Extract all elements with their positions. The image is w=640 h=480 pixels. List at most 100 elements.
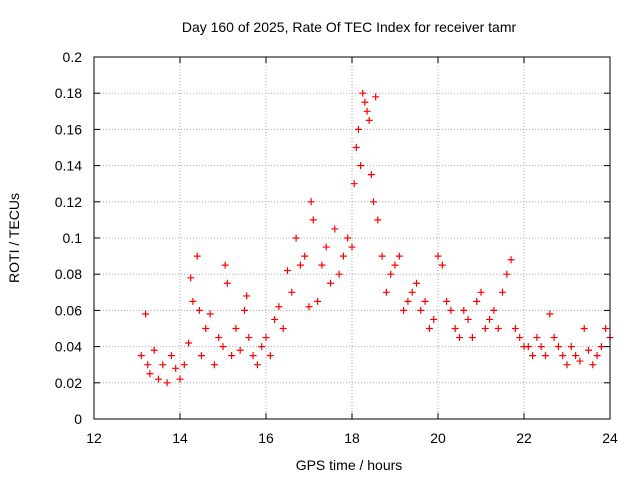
- data-point: [301, 252, 309, 260]
- y-tick-label: 0.2: [63, 49, 83, 65]
- x-tick-label: 12: [86, 430, 102, 446]
- data-point: [494, 325, 502, 332]
- data-point: [597, 343, 605, 351]
- data-points: [137, 89, 614, 387]
- y-tick-label: 0.14: [55, 158, 82, 174]
- data-point: [249, 352, 257, 360]
- data-point: [585, 346, 592, 354]
- y-tick-label: 0.1: [63, 230, 83, 246]
- data-point: [511, 325, 519, 332]
- y-tick-label: 0.16: [55, 121, 82, 137]
- data-point: [378, 252, 386, 260]
- x-tick-label: 16: [258, 430, 274, 446]
- data-point: [215, 334, 223, 342]
- data-point: [572, 352, 580, 360]
- data-point: [266, 352, 274, 360]
- data-point: [460, 306, 468, 314]
- data-point: [593, 352, 601, 360]
- data-point: [365, 116, 373, 124]
- data-point: [367, 171, 375, 179]
- data-point: [309, 216, 317, 224]
- data-point: [481, 325, 489, 332]
- x-tick-label: 18: [344, 430, 360, 446]
- data-point: [198, 352, 205, 360]
- data-point: [357, 162, 365, 170]
- data-point: [142, 310, 150, 318]
- data-point: [327, 279, 334, 287]
- data-point: [180, 361, 188, 369]
- data-point: [456, 334, 463, 342]
- data-point: [275, 303, 283, 311]
- data-point: [210, 361, 218, 369]
- data-point: [232, 325, 240, 332]
- data-point: [202, 325, 210, 332]
- data-point: [473, 297, 481, 305]
- y-tick-label: 0.18: [55, 85, 82, 101]
- y-axis-label: ROTI / TECUs: [6, 193, 22, 283]
- data-point: [546, 310, 554, 318]
- y-tick-label: 0.06: [55, 302, 82, 318]
- data-point: [223, 279, 231, 287]
- data-point: [477, 288, 485, 296]
- data-point: [163, 379, 171, 387]
- data-point: [335, 270, 343, 278]
- chart-title: Day 160 of 2025, Rate Of TEC Index for r…: [182, 19, 517, 35]
- data-point: [352, 144, 360, 151]
- data-point: [434, 252, 442, 260]
- data-point: [567, 343, 575, 351]
- data-point: [322, 243, 330, 251]
- data-point: [146, 370, 154, 378]
- data-point: [425, 325, 433, 332]
- data-point: [576, 357, 584, 365]
- data-point: [372, 93, 380, 101]
- data-point: [404, 297, 412, 305]
- data-point: [344, 234, 352, 242]
- data-point: [314, 297, 322, 305]
- data-point: [443, 297, 451, 305]
- data-point: [524, 343, 532, 351]
- data-point: [189, 297, 197, 305]
- data-point: [348, 243, 356, 251]
- x-tick-label: 20: [430, 430, 446, 446]
- data-point: [490, 306, 498, 314]
- data-point: [486, 315, 494, 323]
- data-point: [150, 346, 158, 354]
- data-point: [279, 325, 287, 332]
- data-point: [187, 274, 195, 282]
- ticks: 12 14 16 18 20 22 24 0 0.02 0.04 0.06 0.08 0.1 0.12 0.…: [55, 49, 618, 446]
- data-point: [533, 334, 541, 342]
- data-point: [137, 352, 145, 360]
- data-point: [359, 89, 367, 97]
- data-point: [307, 198, 315, 206]
- x-axis-label: GPS time / hours: [296, 457, 403, 473]
- x-tick-label: 24: [602, 430, 618, 446]
- data-point: [391, 261, 399, 269]
- data-point: [318, 261, 326, 269]
- y-tick-label: 0.08: [55, 266, 82, 282]
- y-tick-label: 0: [74, 411, 82, 427]
- plot-frame: [93, 56, 611, 420]
- data-point: [350, 180, 358, 188]
- data-point: [288, 288, 296, 296]
- data-point: [245, 334, 253, 342]
- data-point: [144, 361, 152, 369]
- data-point: [408, 288, 416, 296]
- data-point: [559, 352, 567, 360]
- data-point: [516, 334, 524, 342]
- data-point: [262, 334, 270, 342]
- data-point: [167, 352, 175, 360]
- data-point: [370, 198, 377, 206]
- data-point: [195, 306, 203, 314]
- data-point: [413, 279, 420, 287]
- data-point: [361, 98, 369, 106]
- data-point: [296, 261, 304, 269]
- data-point: [221, 261, 229, 269]
- data-point: [503, 270, 511, 278]
- data-point: [400, 306, 408, 314]
- data-point: [206, 310, 214, 318]
- y-tick-label: 0.04: [55, 339, 82, 355]
- data-point: [382, 288, 390, 296]
- data-point: [387, 270, 395, 278]
- data-point: [421, 297, 429, 305]
